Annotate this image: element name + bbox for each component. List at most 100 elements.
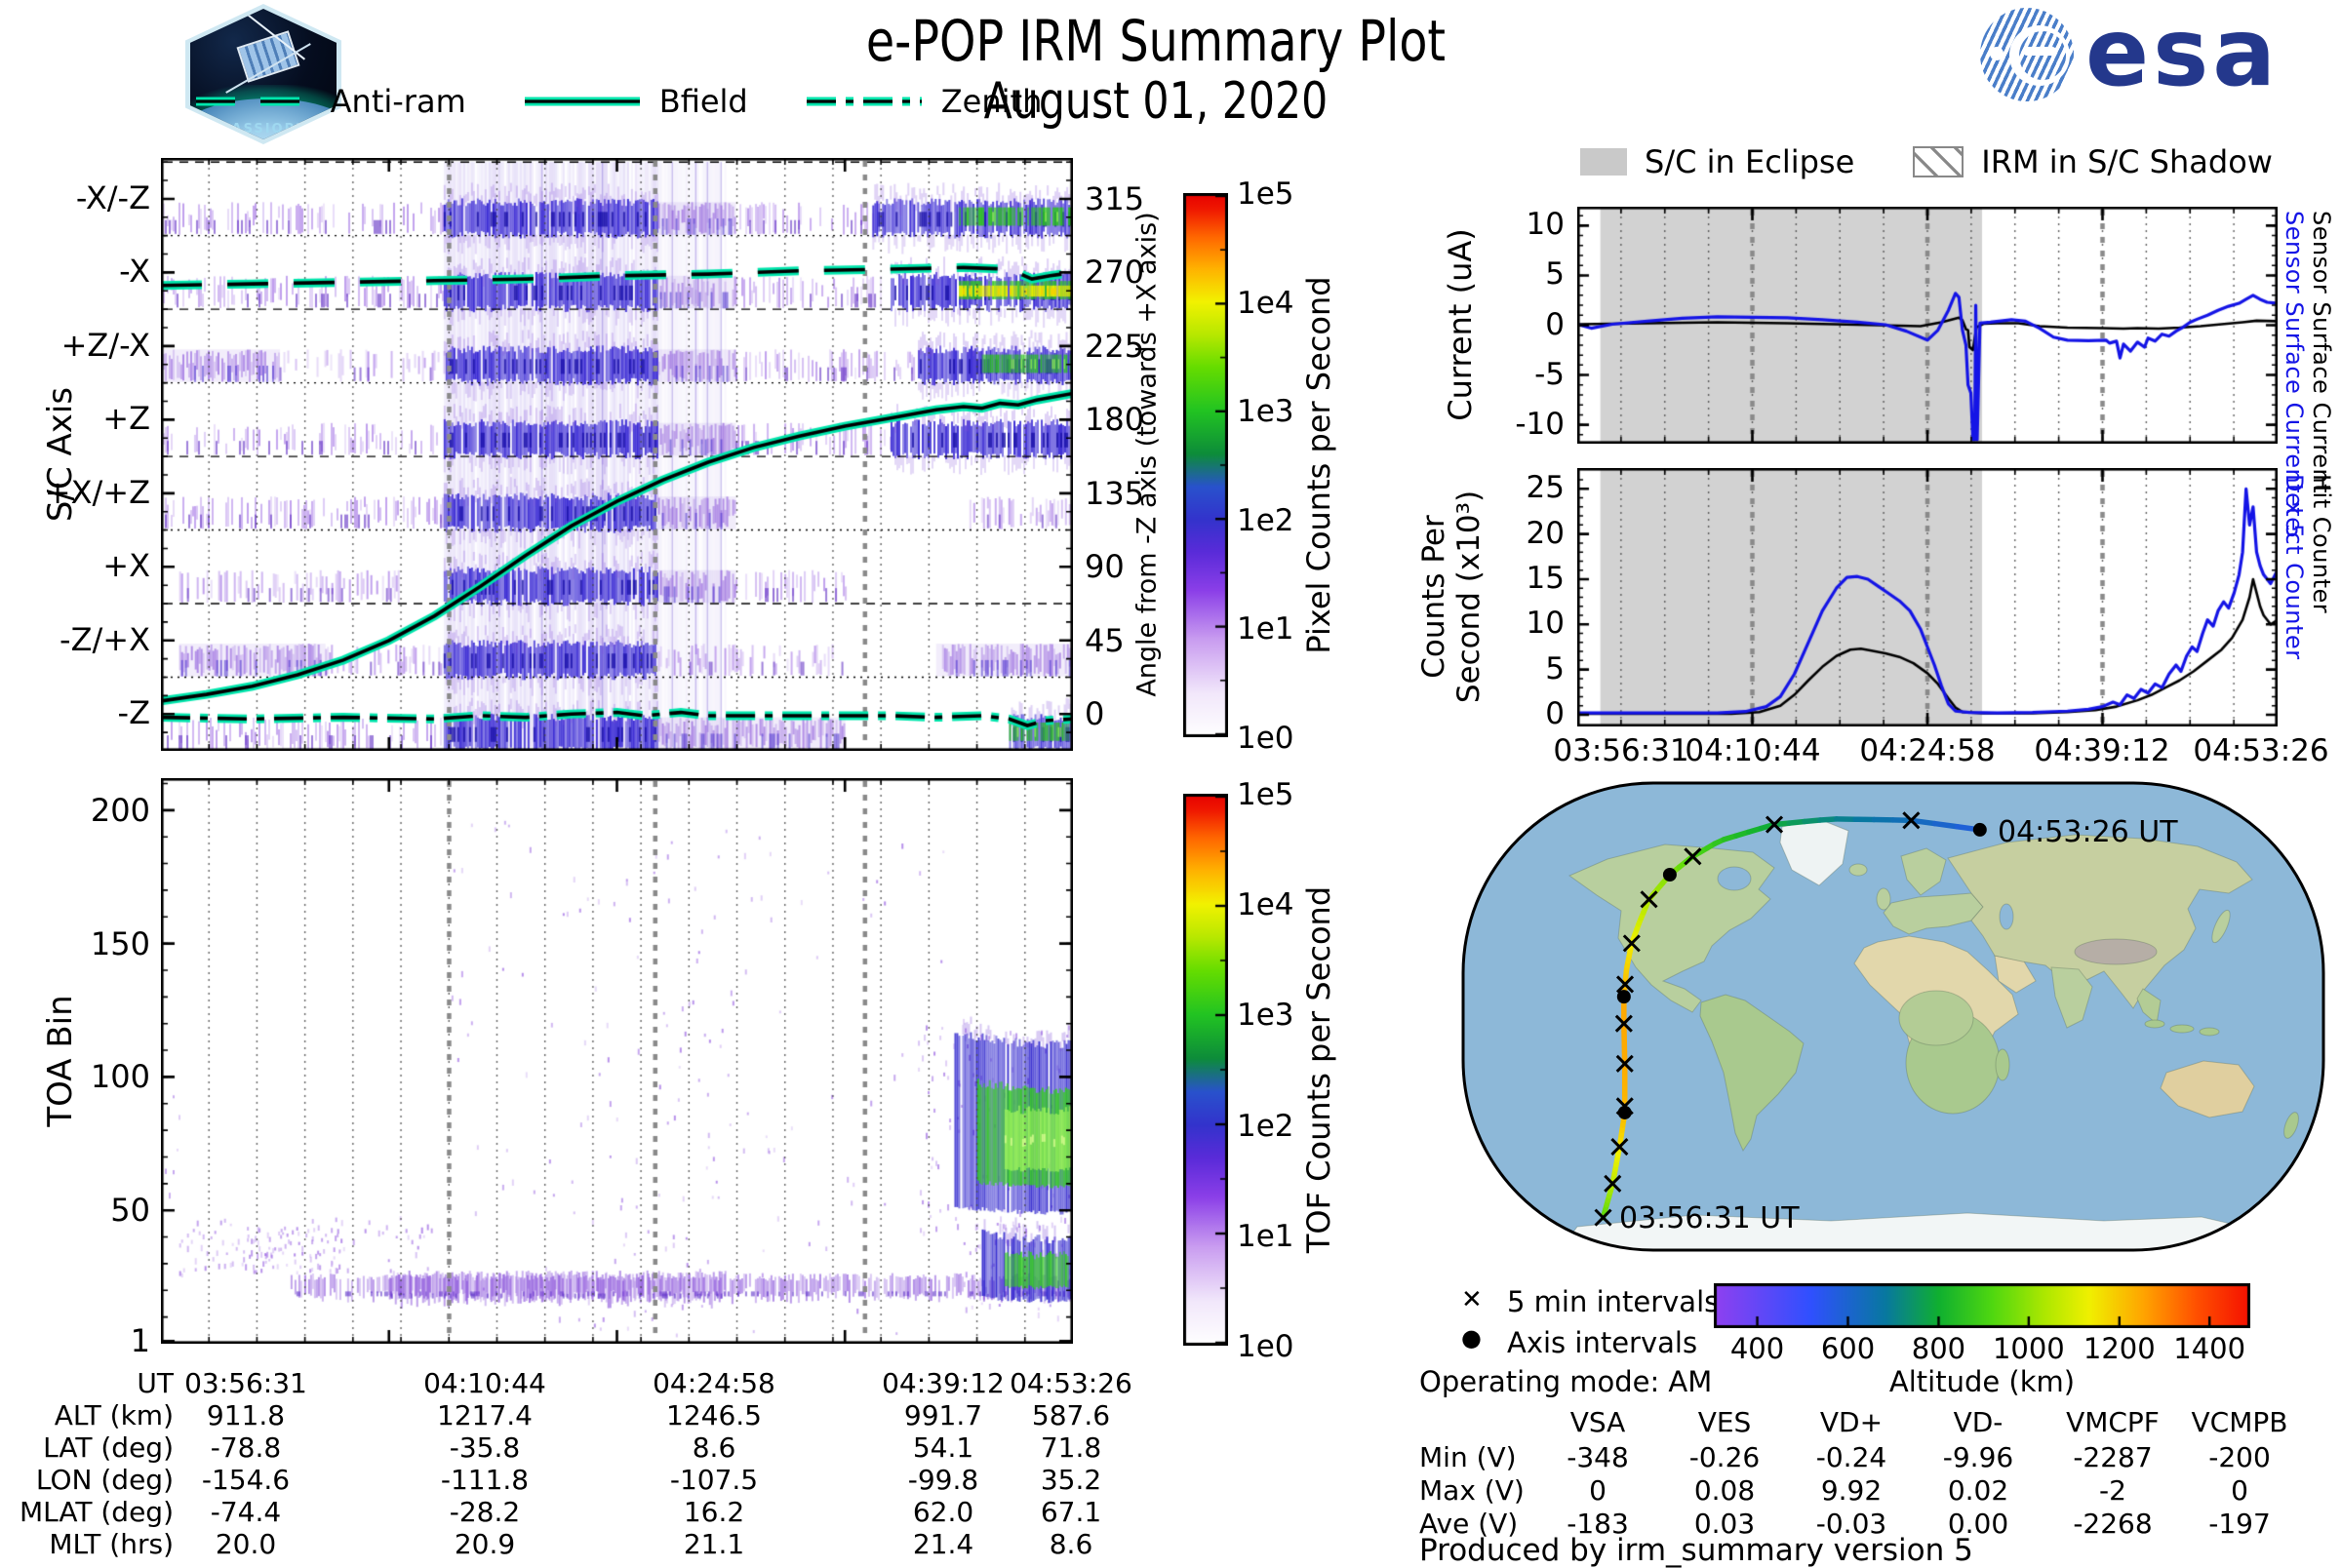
tof-cbar-tick: 1e4	[1237, 887, 1294, 922]
current-tick-label: 5	[1475, 256, 1565, 292]
volt-col-header: VMCPF	[2049, 1406, 2176, 1438]
pixel-cbar-tick: 1e1	[1237, 611, 1294, 647]
himalaya	[2075, 939, 2157, 964]
ephemeris-cell: -78.8	[132, 1431, 360, 1464]
axis-interval-marker	[1663, 868, 1677, 882]
volt-cell: -183	[1534, 1508, 1661, 1540]
altitude-tick: 1400	[2161, 1332, 2258, 1365]
volt-col-header: VD+	[1788, 1406, 1915, 1438]
ephemeris-cell: -35.8	[371, 1431, 599, 1464]
x-marker-icon: ✕	[1461, 1285, 1483, 1314]
altitude-tick: 1000	[1980, 1332, 2078, 1365]
sc-axis-row-label: -X/-Z	[18, 179, 150, 216]
ephemeris-cell: 35.2	[957, 1464, 1185, 1496]
altitude-colorbar-label: Altitude (km)	[1714, 1365, 2250, 1398]
current-tick-label: 10	[1475, 207, 1565, 242]
volt-cell: 0	[2176, 1474, 2303, 1507]
axis-interval-marker	[1973, 823, 1987, 837]
track-end-label: 04:53:26 UT	[1998, 815, 2178, 849]
legend-item-shadow: IRM in S/C Shadow	[1913, 143, 2273, 180]
ephemeris-cell: -28.2	[371, 1496, 599, 1528]
dot-marker-icon: ●	[1461, 1324, 1482, 1352]
volt-col-header: VCMPB	[2176, 1406, 2303, 1438]
sc-axis-row-label: -Z/+X	[18, 621, 150, 658]
toa-tick-label: 100	[57, 1058, 150, 1095]
volt-cell: 0.08	[1661, 1474, 1788, 1507]
detect-counter-label: Detect Counter	[2281, 474, 2308, 660]
cassiope-mission-logo: CASSIOPE	[185, 4, 341, 144]
ephemeris-cell: 03:56:31	[132, 1367, 360, 1399]
pixel-cbar-tick: 1e5	[1237, 176, 1294, 212]
toa-tick-label: 1	[57, 1322, 150, 1359]
sc-axis-row-label: +Z/-X	[18, 327, 150, 364]
iceland	[1849, 864, 1867, 876]
shadow-hatch-swatch	[1913, 146, 1964, 177]
legend-item-antiram: Anti-ram	[192, 83, 466, 120]
volt-cell: 0.02	[1915, 1474, 2042, 1507]
ephemeris-cell: 911.8	[132, 1399, 360, 1431]
track-segment	[1934, 824, 1957, 827]
ephemeris-cell: 8.6	[957, 1528, 1185, 1560]
ephemeris-cell: 04:53:26	[957, 1367, 1185, 1399]
volt-cell: -0.24	[1788, 1441, 1915, 1473]
ephemeris-cell: 67.1	[957, 1496, 1185, 1528]
x-marker-label: 5 min intervals	[1507, 1285, 1719, 1318]
pixel-counts-colorbar-label: Pixel Counts per Second	[1300, 276, 1337, 653]
volt-cell: -2268	[2049, 1508, 2176, 1540]
time-tick-label: 04:10:44	[1670, 733, 1836, 768]
antiram-line-swatch	[192, 93, 315, 110]
volt-cell: -197	[2176, 1508, 2303, 1540]
angle-tick-label: 225	[1085, 328, 1163, 365]
bfield-label: Bfield	[659, 83, 748, 120]
esa-logo: esa	[1980, 6, 2331, 103]
sc-axis-row-label: -Z	[18, 694, 150, 731]
counts-tick-label: 5	[1475, 651, 1565, 686]
angle-tick-label: 90	[1085, 548, 1163, 585]
volt-cell: -0.03	[1788, 1508, 1915, 1540]
current-tick-label: -5	[1475, 357, 1565, 392]
esa-globe-icon	[1980, 8, 2074, 101]
counts-tick-label: 0	[1475, 696, 1565, 731]
angle-tick-label: 180	[1085, 401, 1163, 438]
counts-y-axis-line1: Counts Per	[1416, 490, 1451, 703]
ephemeris-cell: 04:10:44	[371, 1367, 599, 1399]
tof-counts-colorbar	[1183, 794, 1228, 1346]
sc-axis-row-label: +X	[18, 547, 150, 584]
volt-cell: -348	[1534, 1441, 1661, 1473]
tof-cbar-tick: 1e5	[1237, 777, 1294, 812]
current-tick-label: 0	[1475, 307, 1565, 342]
axis-interval-marker	[1618, 1106, 1632, 1119]
sc-axis-spectrogram	[161, 158, 1073, 751]
tof-cbar-tick: 1e2	[1237, 1109, 1294, 1144]
angle-tick-label: 270	[1085, 254, 1163, 291]
volt-cell: -200	[2176, 1441, 2303, 1473]
altitude-colorbar	[1714, 1283, 2250, 1328]
ephemeris-cell: 20.9	[371, 1528, 599, 1560]
hit-counter-label: Hit Counter	[2308, 474, 2335, 613]
legend-item-bfield: Bfield	[521, 83, 748, 120]
ephemeris-cell: -74.4	[132, 1496, 360, 1528]
ephemeris-cell: -154.6	[132, 1464, 360, 1496]
volt-cell: 0.03	[1661, 1508, 1788, 1540]
toa-tick-label: 150	[57, 925, 150, 962]
toa-tick-label: 50	[57, 1192, 150, 1229]
tof-cbar-tick: 1e3	[1237, 998, 1294, 1033]
pixel-cbar-tick: 1e3	[1237, 394, 1294, 429]
ephemeris-cell: -111.8	[371, 1464, 599, 1496]
volt-col-header: VES	[1661, 1406, 1788, 1438]
time-tick-label: 04:53:26	[2178, 733, 2341, 768]
ephemeris-cell: 71.8	[957, 1431, 1185, 1464]
ephemeris-cell: 04:24:58	[600, 1367, 828, 1399]
altitude-tick: 400	[1709, 1332, 1806, 1365]
sc-axis-row-label: +X/+Z	[18, 474, 150, 511]
sensor-current-plot	[1577, 207, 2278, 444]
toa-bin-spectrogram	[161, 778, 1073, 1344]
volt-col-header: VD-	[1915, 1406, 2042, 1438]
current-y-axis-title: Current (uA)	[1442, 228, 1479, 421]
pixel-cbar-tick: 1e4	[1237, 286, 1294, 321]
angle-tick-label: 315	[1085, 180, 1163, 217]
sc-axis-row-label: -X	[18, 253, 150, 290]
bfield-line-swatch	[521, 93, 644, 110]
time-tick-label: 04:39:12	[2019, 733, 2185, 768]
esa-wordmark: esa	[2085, 0, 2280, 107]
